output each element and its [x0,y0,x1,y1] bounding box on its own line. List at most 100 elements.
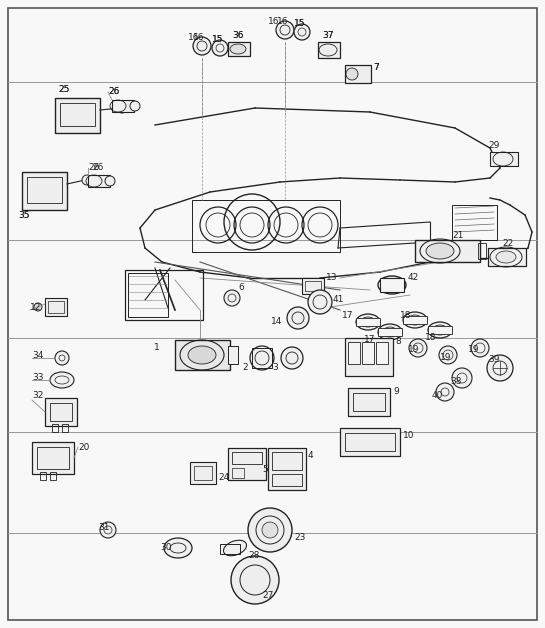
Bar [490,152,518,166]
Text: 26: 26 [108,87,119,97]
Circle shape [55,351,69,365]
Ellipse shape [378,276,406,294]
Bar [220,544,240,554]
Text: 3: 3 [272,364,278,372]
Text: 12: 12 [30,303,41,313]
Bar [50,472,56,480]
Text: 39: 39 [488,355,500,364]
Bar [60,103,95,126]
Circle shape [276,21,294,39]
Text: 16: 16 [193,33,204,43]
Bar [27,177,62,203]
Bar [228,346,238,364]
Bar [345,338,393,376]
Bar [380,278,404,292]
Bar [192,200,340,252]
Circle shape [409,339,427,357]
Circle shape [130,101,140,111]
Bar [428,326,452,334]
Ellipse shape [50,372,74,388]
Ellipse shape [428,322,452,338]
Bar [353,393,385,411]
Bar [302,278,324,294]
Text: 29: 29 [488,141,499,151]
Bar [452,205,497,240]
Bar [125,270,203,320]
Text: 5: 5 [262,465,268,475]
Ellipse shape [426,243,454,259]
Circle shape [250,346,274,370]
Bar [190,462,216,484]
Bar [112,100,134,112]
Text: 13: 13 [326,274,337,283]
Bar [376,342,388,364]
Circle shape [224,290,240,306]
Bar [48,301,64,313]
Circle shape [248,508,292,552]
Text: 20: 20 [78,443,89,452]
Bar [228,448,266,480]
Bar [52,424,58,432]
Ellipse shape [496,251,516,263]
Text: 18: 18 [400,311,411,320]
Bar [356,318,380,326]
Text: 37: 37 [322,31,334,40]
Circle shape [439,346,457,364]
Text: 17: 17 [342,310,353,320]
Bar [488,248,526,266]
Text: 15: 15 [212,36,223,45]
Text: 30: 30 [160,543,172,553]
Circle shape [287,307,309,329]
Text: 19: 19 [440,354,451,362]
Text: 6: 6 [238,283,244,293]
Text: 19: 19 [408,345,420,354]
Ellipse shape [403,312,427,328]
Bar [128,273,168,317]
Circle shape [294,24,310,40]
Circle shape [308,290,332,314]
Text: 2: 2 [243,364,248,372]
Text: 24: 24 [218,474,229,482]
Bar [22,172,67,210]
Text: 18: 18 [425,333,437,342]
Circle shape [231,556,279,604]
Bar [272,474,302,486]
Circle shape [34,303,42,311]
Text: 28: 28 [248,551,259,560]
Text: 10: 10 [403,431,415,440]
Bar [232,452,262,464]
Bar [268,448,306,490]
Circle shape [471,339,489,357]
Text: 4: 4 [308,450,313,460]
Text: 26: 26 [92,163,104,173]
Ellipse shape [356,314,380,330]
Text: 26: 26 [88,163,99,173]
Text: 15: 15 [294,19,306,28]
Bar [252,348,272,368]
Bar [45,398,77,426]
Circle shape [281,347,303,369]
Text: 41: 41 [333,296,344,305]
Text: 21: 21 [452,230,463,239]
Bar [340,428,400,456]
Text: 27: 27 [262,590,274,600]
Bar [175,340,230,370]
Text: 7: 7 [373,63,379,72]
Text: 40: 40 [432,391,444,401]
Bar [305,281,321,291]
Circle shape [212,40,228,56]
Bar [62,424,68,432]
Circle shape [262,522,278,538]
Text: 16: 16 [188,33,199,43]
Bar [194,466,212,480]
Text: 25: 25 [58,85,69,94]
Bar [50,403,72,421]
Ellipse shape [188,346,216,364]
Bar [345,65,371,83]
Bar [37,447,69,469]
Ellipse shape [378,324,402,340]
Text: 35: 35 [18,210,29,220]
Text: 32: 32 [32,391,44,399]
Text: 26: 26 [108,87,119,97]
Bar [228,42,250,56]
